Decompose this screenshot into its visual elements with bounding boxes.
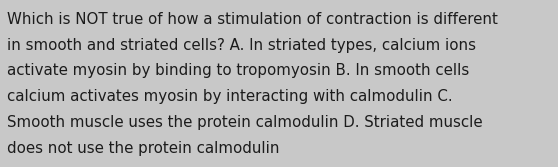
Text: Smooth muscle uses the protein calmodulin D. Striated muscle: Smooth muscle uses the protein calmoduli…: [7, 115, 482, 130]
Text: in smooth and striated cells? A. In striated types, calcium ions: in smooth and striated cells? A. In stri…: [7, 38, 476, 53]
Text: calcium activates myosin by interacting with calmodulin C.: calcium activates myosin by interacting …: [7, 89, 453, 104]
Text: Which is NOT true of how a stimulation of contraction is different: Which is NOT true of how a stimulation o…: [7, 12, 498, 27]
Text: does not use the protein calmodulin: does not use the protein calmodulin: [7, 141, 279, 156]
Text: activate myosin by binding to tropomyosin B. In smooth cells: activate myosin by binding to tropomyosi…: [7, 63, 469, 78]
